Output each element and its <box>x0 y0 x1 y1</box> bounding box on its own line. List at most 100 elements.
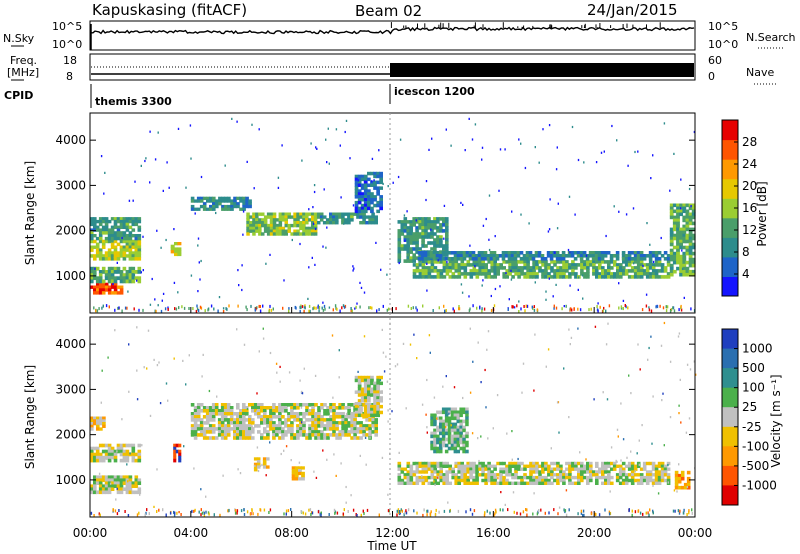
heatmap-cell <box>370 378 374 383</box>
heatmap-cell <box>329 415 333 419</box>
heatmap-cell <box>478 461 482 466</box>
heatmap-cell <box>199 196 204 200</box>
heatmap-cell <box>311 215 315 219</box>
heatmap-cell <box>236 403 240 407</box>
heatmap-cell <box>601 467 605 471</box>
heatmap-cell <box>116 234 121 238</box>
heatmap-cell <box>574 275 578 279</box>
heatmap-cell <box>128 273 133 277</box>
scatter-speckle <box>402 342 405 345</box>
heatmap-cell <box>249 221 253 225</box>
scatter-speckle <box>283 279 285 282</box>
heatmap-cell <box>98 452 103 457</box>
heatmap-cell <box>577 478 581 483</box>
heatmap-cell <box>472 269 477 273</box>
heatmap-cell <box>645 266 650 270</box>
heatmap-cell <box>360 198 365 202</box>
heatmap-cell <box>441 410 446 415</box>
heatmap-cell <box>688 215 693 220</box>
heatmap-cell <box>624 464 629 468</box>
heatmap-cell <box>475 260 480 264</box>
heatmap-cell <box>178 443 182 448</box>
heatmap-cell <box>373 186 377 190</box>
scatter-speckle <box>595 161 598 164</box>
heatmap-cell <box>457 475 461 480</box>
near-range-speckle <box>204 309 206 313</box>
heatmap-cell <box>672 227 677 232</box>
heatmap-cell <box>465 407 469 412</box>
heatmap-cell <box>444 449 449 454</box>
near-range-speckle <box>645 511 647 515</box>
scatter-speckle <box>156 468 158 471</box>
heatmap-cell <box>460 478 464 483</box>
heatmap-cell <box>621 467 626 471</box>
near-range-speckle <box>341 306 343 310</box>
heatmap-cell <box>424 461 429 466</box>
y-tick-label: 3000 <box>55 382 86 396</box>
heatmap-cell <box>332 212 336 216</box>
heatmap-cell <box>507 251 512 255</box>
y-tick-label: 4000 <box>55 337 86 351</box>
heatmap-cell <box>196 199 201 203</box>
heatmap-cell <box>311 232 315 236</box>
heatmap-cell <box>128 487 133 491</box>
heatmap-cell <box>433 247 437 251</box>
heatmap-cell <box>177 252 182 257</box>
heatmap-cell <box>293 418 297 422</box>
scatter-speckle <box>467 431 469 435</box>
scatter-speckle <box>98 472 101 475</box>
heatmap-cell <box>190 207 195 211</box>
scatter-speckle <box>345 501 347 504</box>
heatmap-cell <box>373 404 377 409</box>
heatmap-cell <box>502 467 506 471</box>
heatmap-cell <box>436 437 440 442</box>
heatmap-cell <box>119 449 124 454</box>
heatmap-cell <box>119 481 124 485</box>
heatmap-cell <box>93 217 97 221</box>
heatmap-cell <box>128 475 133 479</box>
heatmap-cell <box>332 424 336 428</box>
scatter-speckle <box>610 446 613 449</box>
scatter-speckle <box>345 485 347 489</box>
heatmap-cell <box>296 433 300 437</box>
heatmap-cell <box>290 421 294 425</box>
heatmap-cell <box>672 245 677 250</box>
heatmap-cell <box>660 475 665 480</box>
heatmap-cell <box>481 467 485 471</box>
heatmap-cell <box>113 285 118 289</box>
near-range-speckle <box>192 307 194 310</box>
heatmap-cell <box>96 285 100 289</box>
heatmap-cell <box>445 238 449 242</box>
heatmap-cell <box>338 406 342 410</box>
heatmap-cell <box>131 279 136 284</box>
heatmap-cell <box>125 239 130 244</box>
heatmap-cell <box>134 484 139 488</box>
heatmap-cell <box>686 482 691 487</box>
heatmap-cell <box>607 272 611 276</box>
near-range-speckle <box>322 308 325 312</box>
heatmap-cell <box>236 430 240 434</box>
heatmap-cell <box>317 424 321 428</box>
heatmap-cell <box>374 221 378 225</box>
heatmap-cell <box>104 276 109 281</box>
heatmap-cell <box>459 251 464 255</box>
scatter-speckle <box>116 450 118 453</box>
heatmap-cell <box>254 406 258 410</box>
heatmap-cell <box>110 478 115 482</box>
heatmap-cell <box>598 275 602 279</box>
colorbar-tick-label: 25 <box>742 400 757 414</box>
scatter-speckle <box>486 348 488 351</box>
near-range-speckle <box>213 307 215 311</box>
heatmap-cell <box>514 467 518 471</box>
heatmap-cell <box>116 490 121 495</box>
scatter-speckle <box>107 356 109 359</box>
heatmap-cell <box>441 434 446 439</box>
heatmap-cell <box>526 475 530 480</box>
heatmap-cell <box>412 232 416 236</box>
heatmap-cell <box>420 251 425 255</box>
heatmap-cell <box>376 393 380 397</box>
heatmap-cell <box>101 239 106 244</box>
heatmap-cell <box>174 250 178 254</box>
heatmap-cell <box>323 409 327 413</box>
